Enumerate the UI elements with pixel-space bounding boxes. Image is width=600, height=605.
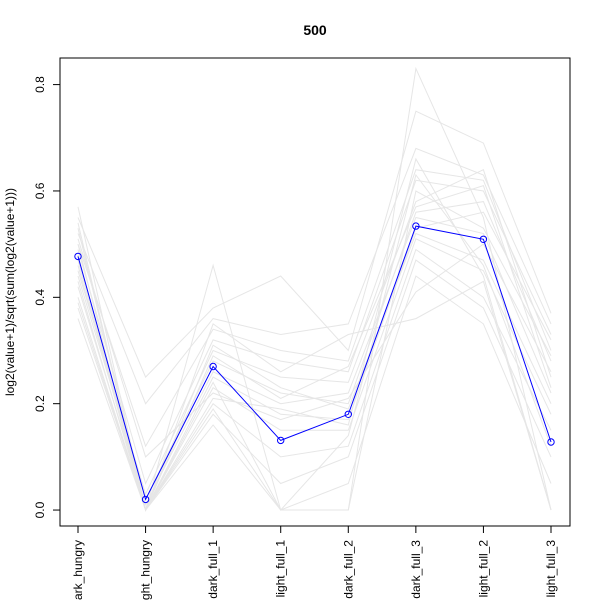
highlight-point — [74, 252, 82, 261]
highlight-point — [344, 410, 352, 418]
highlight-series — [77, 225, 552, 501]
y-tick-label: 0.8 — [33, 76, 47, 93]
x-tick-label: dark_hungry — [71, 540, 85, 600]
y-tick-label: 0.0 — [33, 501, 47, 518]
highlight-point — [479, 235, 488, 244]
background-series-line — [77, 110, 552, 378]
background-series-line — [77, 173, 552, 512]
x-tick-label: light_hungry — [139, 540, 153, 600]
background-series-line — [77, 184, 552, 512]
background-lines — [77, 66, 552, 512]
x-tick-label: dark_full_1 — [206, 540, 220, 599]
highlight-series-line — [77, 225, 552, 501]
y-tick-label: 0.6 — [33, 182, 47, 199]
background-series-line — [77, 238, 552, 458]
chart-title: 500 — [303, 22, 327, 38]
background-series-line — [77, 147, 552, 405]
highlight-point — [277, 436, 285, 445]
x-axis: dark_hungry light_hungry dark_full_1 light_… — [71, 525, 558, 605]
highlight-point — [412, 222, 420, 230]
background-series-line — [77, 157, 552, 512]
background-series-line — [77, 238, 552, 512]
x-tick-label: dark_full_3 — [409, 540, 423, 599]
background-series-line — [77, 66, 552, 511]
background-series-line — [77, 232, 552, 512]
y-tick-label: 0.4 — [33, 289, 47, 306]
highlight-point — [547, 438, 555, 446]
background-series-line — [77, 190, 552, 512]
background-series-line — [77, 179, 552, 485]
highlight-point — [209, 362, 217, 371]
y-axis: 0.0 0.2 0.4 0.6 0.8 — [33, 76, 61, 518]
background-series-line — [77, 222, 552, 512]
highlight-point — [141, 495, 150, 504]
x-tick-label: dark_full_2 — [341, 540, 355, 599]
x-tick-label: light_full_2 — [476, 540, 490, 598]
highlight-markers — [74, 222, 555, 504]
x-tick-label: light_full_1 — [274, 540, 288, 598]
background-series-line — [77, 228, 552, 512]
y-tick-label: 0.2 — [33, 395, 47, 412]
background-series-line — [77, 211, 552, 512]
y-axis-label: log2(value+1)/sqrt(sum(log2(value+1))) — [3, 188, 17, 396]
background-series-line — [77, 169, 552, 496]
background-series-line — [77, 169, 552, 448]
x-tick-label: light_full_3 — [544, 540, 558, 598]
